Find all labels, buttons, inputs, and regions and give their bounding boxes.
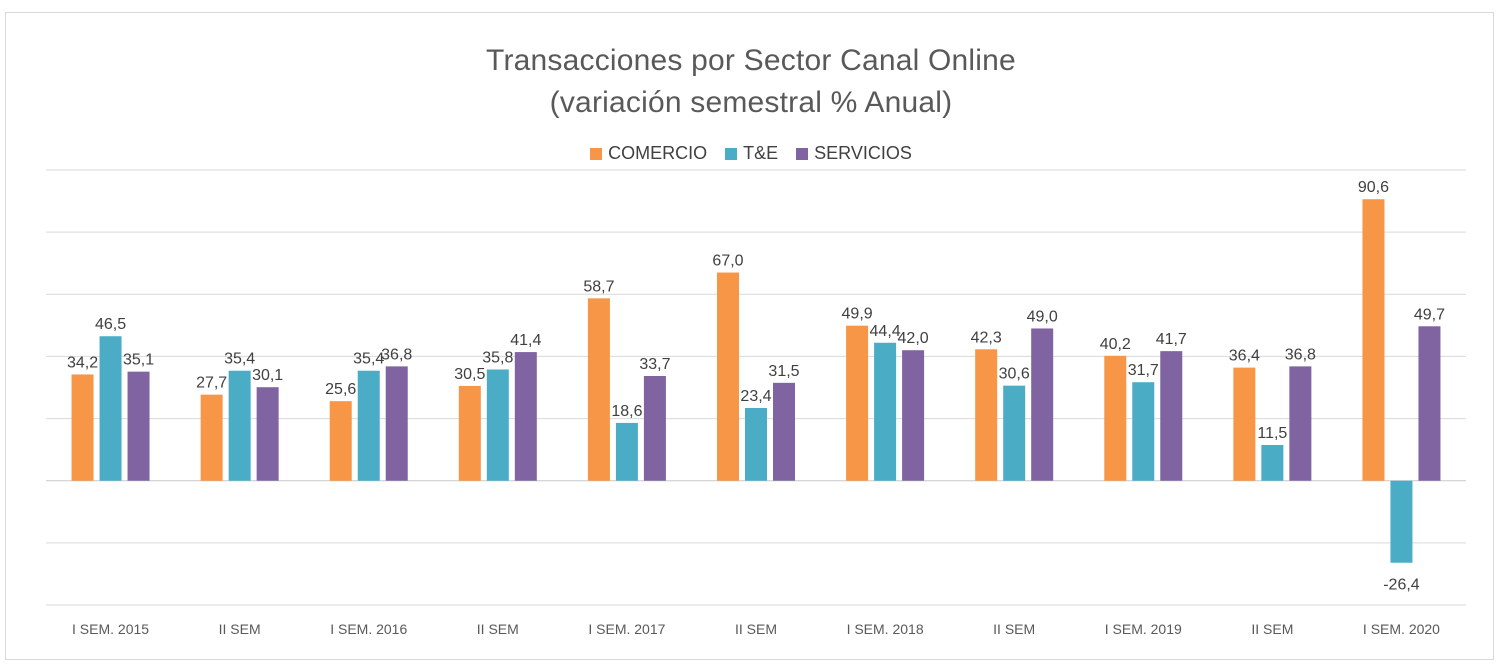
- data-label: 40,2: [1100, 336, 1131, 353]
- bar-servicios: [1289, 366, 1312, 481]
- x-tick-label: I SEM. 2015: [72, 621, 149, 637]
- data-label: -26,4: [1383, 577, 1420, 594]
- bar-servicios: [902, 350, 925, 481]
- data-label: 34,2: [67, 354, 98, 371]
- data-label: 35,1: [123, 352, 154, 369]
- bar-comercio: [975, 349, 998, 481]
- data-label: 36,4: [1229, 348, 1260, 365]
- bar-comercio: [846, 325, 869, 481]
- data-label: 49,7: [1414, 306, 1445, 323]
- data-label: 31,5: [768, 363, 799, 380]
- legend-label-servicios: SERVICIOS: [814, 143, 912, 163]
- chart-title: Transacciones por Sector Canal Online: [486, 44, 1016, 77]
- bar-t-e: [874, 342, 897, 481]
- x-tick-label: II SEM: [735, 621, 777, 637]
- legend-label-te: T&E: [743, 143, 779, 163]
- bar-comercio: [1233, 367, 1256, 481]
- data-label: 36,8: [1285, 346, 1316, 363]
- bar-servicios: [256, 387, 279, 481]
- data-label: 18,6: [611, 403, 642, 420]
- data-label: 41,4: [510, 332, 541, 349]
- data-label: 46,5: [95, 316, 126, 333]
- data-label: 58,7: [583, 278, 614, 295]
- x-tick-label: II SEM: [993, 621, 1035, 637]
- bar-t-e: [615, 422, 638, 481]
- bar-comercio: [458, 385, 481, 481]
- bar-servicios: [1031, 328, 1054, 481]
- bar-t-e: [1132, 382, 1155, 481]
- x-tick-label: I SEM. 2017: [588, 621, 665, 637]
- bar-servicios: [514, 352, 537, 481]
- x-tick-label: I SEM. 2016: [330, 621, 407, 637]
- bar-t-e: [99, 336, 122, 481]
- bar-t-e: [228, 370, 251, 481]
- bar-comercio: [1104, 355, 1127, 481]
- bar-comercio: [329, 401, 352, 481]
- bar-comercio: [587, 298, 610, 481]
- legend-item-te: T&E: [725, 143, 778, 164]
- data-label: 42,0: [898, 330, 929, 347]
- bar-t-e: [486, 369, 509, 481]
- data-label: 44,4: [870, 323, 901, 340]
- x-tick-label: II SEM: [219, 621, 261, 637]
- x-tick-label: I SEM. 2018: [847, 621, 924, 637]
- x-tick-label: I SEM. 2019: [1105, 621, 1182, 637]
- x-tick-label: I SEM. 2020: [1363, 621, 1440, 637]
- data-label: 90,6: [1358, 179, 1389, 196]
- data-label: 23,4: [740, 388, 771, 405]
- legend-item-comercio: COMERCIO: [590, 143, 707, 164]
- legend-label-comercio: COMERCIO: [608, 143, 708, 163]
- legend-swatch-comercio: [590, 147, 603, 160]
- bar-servicios: [127, 371, 150, 481]
- bar-comercio: [71, 374, 94, 481]
- data-label: 35,8: [482, 349, 513, 366]
- chart-subtitle: (variación semestral % Anual): [549, 86, 953, 119]
- bar-comercio: [717, 272, 739, 481]
- bar-t-e: [1003, 385, 1026, 481]
- data-label: 49,9: [842, 306, 873, 323]
- data-label: 31,7: [1128, 362, 1159, 379]
- data-label: 27,7: [196, 375, 227, 392]
- data-label: 30,6: [999, 366, 1030, 383]
- bar-comercio: [200, 394, 223, 481]
- data-label: 41,7: [1156, 331, 1187, 348]
- legend-swatch-te: [725, 147, 738, 160]
- bar-t-e: [357, 370, 380, 481]
- legend-item-servicios: SERVICIOS: [796, 143, 912, 164]
- x-tick-label: II SEM: [477, 621, 519, 637]
- bar-t-e: [745, 408, 767, 481]
- legend-swatch-servicios: [796, 147, 809, 160]
- data-label: 49,0: [1027, 308, 1058, 325]
- bar-comercio: [1362, 199, 1385, 481]
- data-label: 25,6: [325, 381, 356, 398]
- bar-servicios: [1418, 326, 1441, 481]
- data-label: 36,8: [381, 346, 412, 363]
- bar-servicios: [773, 382, 795, 481]
- data-label: 33,7: [639, 356, 670, 373]
- x-tick-label: II SEM: [1251, 621, 1293, 637]
- data-label: 30,5: [454, 366, 485, 383]
- data-label: 67,0: [712, 253, 743, 270]
- data-label: 11,5: [1257, 425, 1287, 442]
- data-label: 42,3: [971, 329, 1002, 346]
- data-label: 35,4: [224, 351, 255, 368]
- bar-servicios: [385, 366, 408, 481]
- data-label: 35,4: [353, 351, 384, 368]
- bar-t-e: [1390, 480, 1413, 563]
- bar-t-e: [1261, 444, 1284, 481]
- chart-legend: COMERCIO T&E SERVICIOS: [0, 143, 1502, 164]
- chart-frame: [5, 12, 1494, 660]
- bar-servicios: [643, 376, 666, 481]
- data-label: 30,1: [252, 367, 283, 384]
- bar-servicios: [1160, 351, 1183, 481]
